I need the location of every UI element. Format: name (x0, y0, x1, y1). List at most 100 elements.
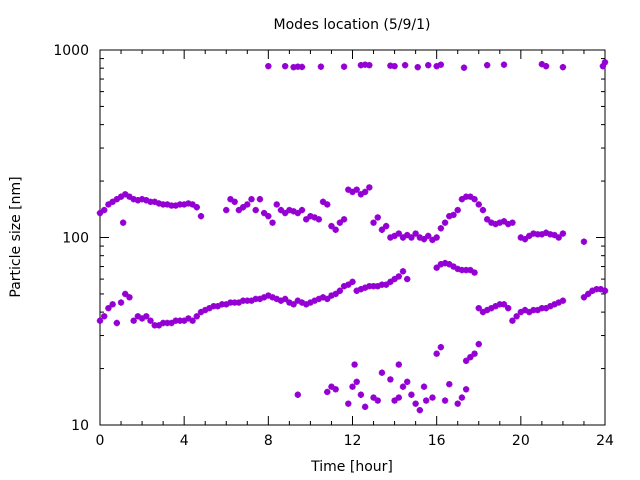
data-point (429, 236, 436, 244)
data-point (307, 212, 314, 220)
data-point (534, 306, 541, 314)
data-point (324, 388, 331, 396)
data-point (269, 219, 276, 226)
data-point (391, 275, 398, 283)
data-point (277, 206, 285, 214)
data-point (147, 317, 154, 324)
data-point (353, 287, 360, 294)
data-point (433, 62, 440, 70)
data-point (260, 209, 268, 217)
data-point (517, 234, 525, 241)
data-point (113, 319, 121, 327)
data-point (387, 234, 394, 241)
data-point (332, 386, 339, 393)
x-tick-label: 20 (512, 433, 530, 449)
data-point (496, 219, 503, 226)
data-point (479, 206, 487, 214)
data-point (420, 235, 428, 243)
data-point (332, 226, 339, 233)
data-point (317, 63, 325, 70)
data-point (357, 391, 365, 398)
data-point (303, 301, 310, 308)
data-point (349, 383, 356, 390)
data-point (462, 386, 470, 393)
data-point (340, 216, 348, 223)
data-point (450, 263, 457, 270)
data-point (513, 313, 520, 320)
data-point (210, 303, 217, 310)
data-point (176, 317, 184, 324)
data-point (273, 201, 280, 208)
data-point (454, 400, 461, 407)
data-point (138, 196, 146, 203)
data-point (231, 299, 238, 306)
data-point (521, 306, 529, 314)
data-point (206, 304, 213, 312)
data-point (395, 230, 402, 237)
data-point (256, 295, 264, 303)
data-point (151, 322, 158, 329)
data-point (319, 198, 327, 206)
data-point (252, 206, 259, 214)
data-point (298, 63, 306, 71)
data-point (521, 235, 529, 243)
data-point (147, 198, 154, 206)
data-point (382, 281, 390, 288)
data-point (370, 282, 377, 290)
data-point (281, 209, 289, 217)
data-point (526, 308, 533, 316)
data-point (580, 294, 588, 301)
data-point (122, 290, 129, 298)
data-point (441, 219, 449, 226)
data-point (248, 196, 255, 203)
data-point (391, 62, 398, 70)
data-point (361, 61, 369, 68)
data-point (408, 391, 415, 398)
data-point (378, 281, 386, 288)
data-point (109, 198, 116, 206)
data-point (294, 63, 301, 70)
data-point (475, 340, 482, 348)
data-point (265, 62, 272, 70)
data-point (138, 315, 146, 322)
data-point (176, 201, 184, 208)
x-tick-label: 4 (180, 433, 189, 449)
data-point (130, 196, 137, 203)
data-point (180, 317, 188, 324)
data-point (374, 397, 381, 404)
data-point (488, 304, 495, 312)
x-tick-label: 0 (96, 433, 105, 449)
data-point (269, 294, 276, 301)
data-point (332, 290, 339, 298)
data-point (395, 361, 402, 368)
data-point (601, 59, 609, 66)
data-point (496, 301, 503, 308)
data-point (214, 303, 222, 310)
data-point (589, 287, 596, 294)
data-point (143, 313, 150, 320)
data-point (446, 381, 453, 388)
data-point (143, 197, 150, 204)
x-tick-label: 8 (264, 433, 273, 449)
data-point (105, 304, 112, 312)
data-point (437, 61, 445, 68)
data-point (412, 400, 419, 407)
data-point (500, 301, 508, 308)
data-point (349, 188, 356, 196)
data-point (244, 201, 251, 208)
data-point (294, 209, 301, 217)
data-point (446, 212, 453, 220)
data-point (130, 317, 137, 324)
data-point (458, 196, 466, 203)
data-point (551, 231, 558, 239)
data-point (126, 294, 133, 301)
data-point (180, 201, 188, 208)
data-point (298, 299, 306, 306)
data-point (399, 383, 407, 390)
data-point (492, 220, 499, 228)
data-point (374, 214, 381, 221)
data-point (307, 299, 314, 306)
data-point (361, 284, 369, 291)
data-point (197, 212, 205, 220)
y-tick-label: 1000 (53, 43, 89, 59)
